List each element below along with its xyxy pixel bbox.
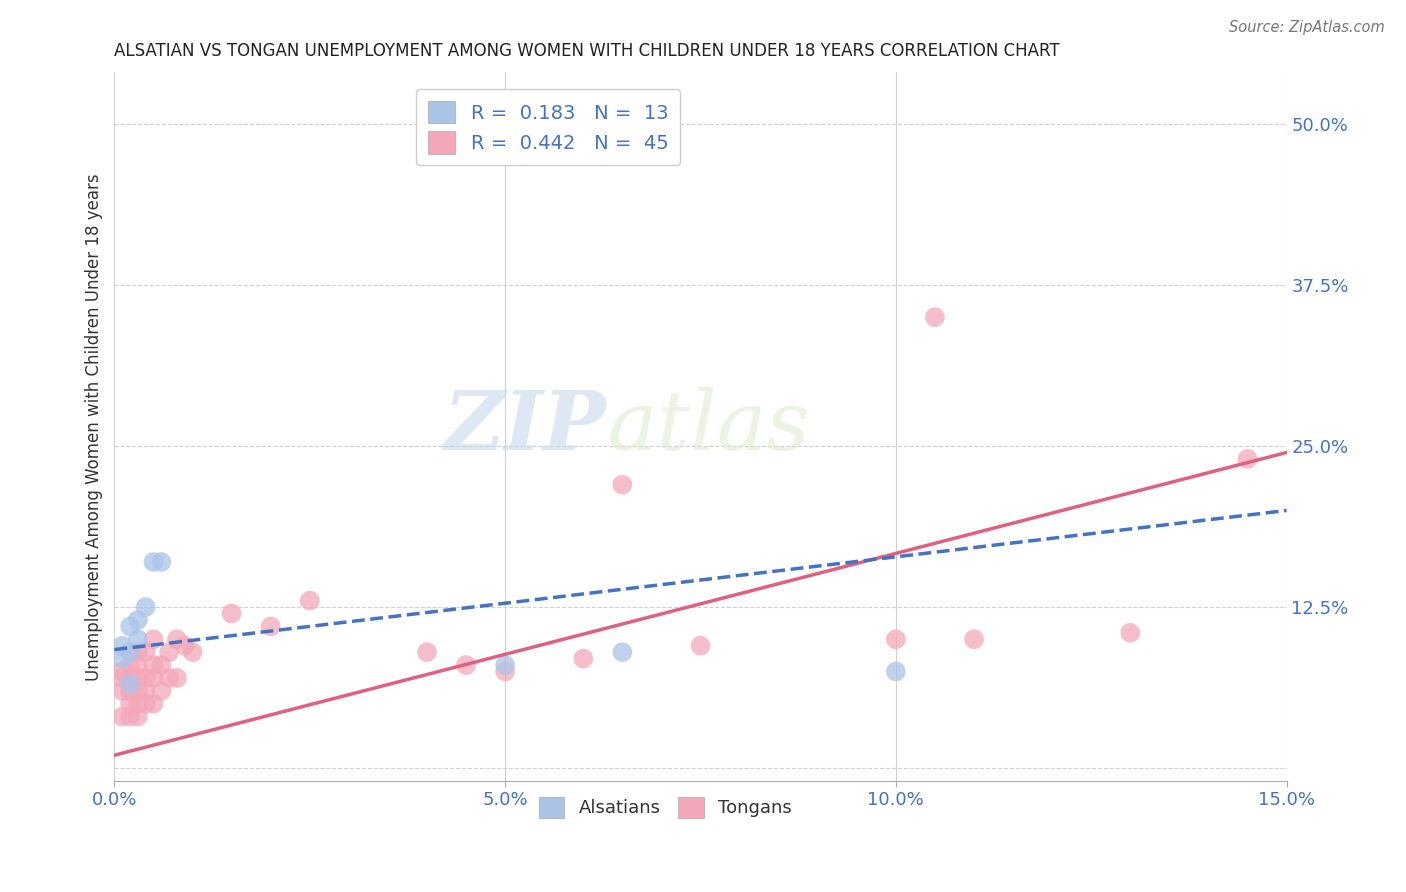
Point [127,658,149,673]
Point [142,632,165,647]
Point [494,658,516,673]
Point [142,671,165,685]
Text: atlas: atlas [607,387,808,467]
Point [111,639,134,653]
Point [118,677,141,691]
Point [173,639,195,653]
Point [166,632,188,647]
Point [111,671,134,685]
Point [1119,625,1142,640]
Legend: Alsatians, Tongans: Alsatians, Tongans [531,789,799,825]
Point [135,683,157,698]
Text: ALSATIAN VS TONGAN UNEMPLOYMENT AMONG WOMEN WITH CHILDREN UNDER 18 YEARS CORRELA: ALSATIAN VS TONGAN UNEMPLOYMENT AMONG WO… [114,42,1060,60]
Point [260,619,283,633]
Point [150,555,173,569]
Point [127,613,149,627]
Point [612,645,634,659]
Point [118,619,141,633]
Point [416,645,439,659]
Point [118,709,141,723]
Point [166,671,188,685]
Point [111,651,134,665]
Point [127,645,149,659]
Point [135,671,157,685]
Text: ZIP: ZIP [444,387,607,467]
Point [142,658,165,673]
Point [572,651,595,665]
Point [1236,451,1258,466]
Point [127,683,149,698]
Point [135,697,157,711]
Point [454,658,477,673]
Text: Source: ZipAtlas.com: Source: ZipAtlas.com [1229,20,1385,35]
Point [111,683,134,698]
Point [118,658,141,673]
Point [118,671,141,685]
Point [884,665,907,679]
Point [127,709,149,723]
Point [118,645,141,659]
Point [157,671,180,685]
Point [221,607,243,621]
Point [924,310,946,325]
Point [884,632,907,647]
Point [135,600,157,615]
Point [150,658,173,673]
Point [298,593,321,607]
Point [127,671,149,685]
Point [181,645,204,659]
Point [142,697,165,711]
Point [612,477,634,491]
Point [963,632,986,647]
Point [150,683,173,698]
Point [127,632,149,647]
Point [689,639,711,653]
Point [111,665,134,679]
Point [142,555,165,569]
Point [135,645,157,659]
Y-axis label: Unemployment Among Women with Children Under 18 years: Unemployment Among Women with Children U… [86,173,103,681]
Point [127,697,149,711]
Point [157,645,180,659]
Point [111,709,134,723]
Point [118,683,141,698]
Point [494,665,516,679]
Point [118,697,141,711]
